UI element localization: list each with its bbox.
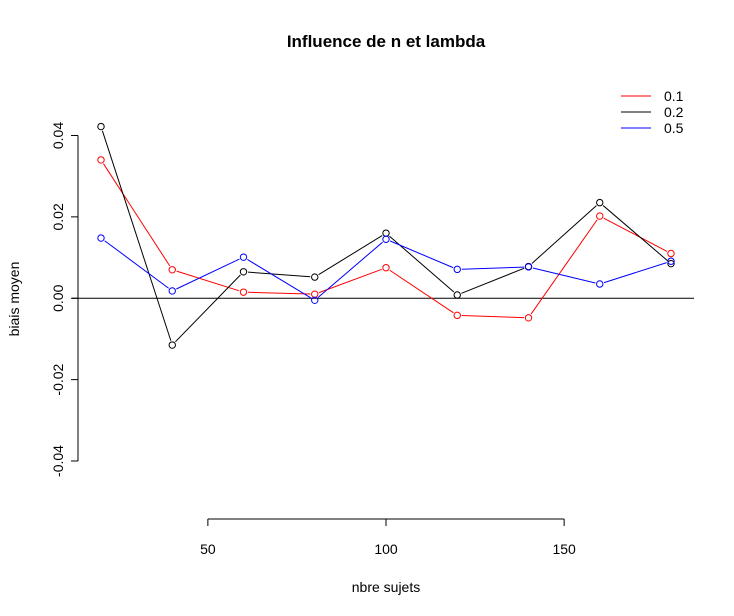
series-0.2: [97, 122, 675, 349]
series-segment: [389, 269, 454, 314]
series-segment: [603, 217, 668, 252]
data-point: [311, 290, 319, 298]
series-segment: [101, 130, 172, 341]
series-segment: [104, 240, 169, 289]
y-axis-label: biais moyen: [6, 262, 22, 337]
data-point: [596, 280, 604, 288]
data-point: [453, 291, 461, 299]
data-point: [239, 268, 248, 276]
data-point: [382, 235, 390, 243]
data-point: [382, 229, 390, 237]
x-axis: 50 100 150: [200, 518, 576, 557]
series-segment: [461, 266, 525, 270]
data-point: [311, 273, 319, 281]
series-0.5: [97, 234, 675, 304]
data-point: [168, 266, 176, 274]
y-tick-label: 0.02: [50, 203, 66, 230]
data-point: [382, 264, 390, 272]
data-point: [239, 288, 248, 296]
series-segment: [103, 163, 171, 267]
series-segment: [247, 259, 312, 299]
legend-label: 0.5: [664, 120, 684, 136]
series-segment: [461, 314, 525, 319]
series-segment: [175, 274, 241, 343]
x-tick-label: 150: [552, 541, 576, 557]
data-point: [97, 122, 105, 131]
data-point: [168, 341, 176, 349]
y-axis: -0.04 -0.02 0.00 0.02 0.04: [50, 122, 79, 477]
series-segment: [532, 267, 596, 284]
series-segment: [603, 262, 667, 284]
data-point: [97, 156, 105, 164]
data-point: [453, 265, 461, 274]
data-point: [168, 287, 176, 295]
x-axis-label: nbre sujets: [352, 579, 420, 595]
data-point: [524, 314, 533, 322]
series-segment: [530, 219, 598, 315]
x-tick-label: 50: [200, 541, 216, 557]
data-point: [667, 257, 675, 265]
data-point: [667, 249, 675, 258]
data-point: [453, 311, 461, 320]
series-segment: [247, 271, 311, 278]
data-point: [667, 259, 675, 268]
series-segment: [318, 268, 382, 294]
series-segment: [176, 258, 240, 290]
data-point: [311, 296, 319, 304]
y-tick-label: 0.04: [50, 122, 66, 149]
series-segment: [461, 267, 525, 294]
series-layer: [97, 122, 675, 349]
data-point: [97, 234, 105, 242]
data-point: [596, 198, 604, 207]
series-segment: [247, 291, 311, 295]
chart-title: Influence de n et lambda: [287, 32, 486, 51]
data-point: [239, 253, 248, 261]
legend-label: 0.1: [664, 88, 684, 104]
series-segment: [531, 205, 597, 264]
data-point: [524, 263, 533, 271]
series-0.1: [97, 156, 675, 322]
y-tick-label: -0.04: [50, 445, 66, 477]
series-segment: [602, 205, 668, 262]
legend-label: 0.2: [664, 104, 684, 120]
series-segment: [318, 235, 383, 276]
legend: 0.10.20.5: [621, 88, 684, 136]
y-tick-label: -0.02: [50, 363, 66, 395]
data-point: [596, 212, 604, 220]
x-tick-label: 100: [374, 541, 398, 557]
y-tick-label: 0.00: [50, 284, 66, 311]
series-segment: [317, 241, 383, 298]
series-segment: [389, 240, 454, 269]
